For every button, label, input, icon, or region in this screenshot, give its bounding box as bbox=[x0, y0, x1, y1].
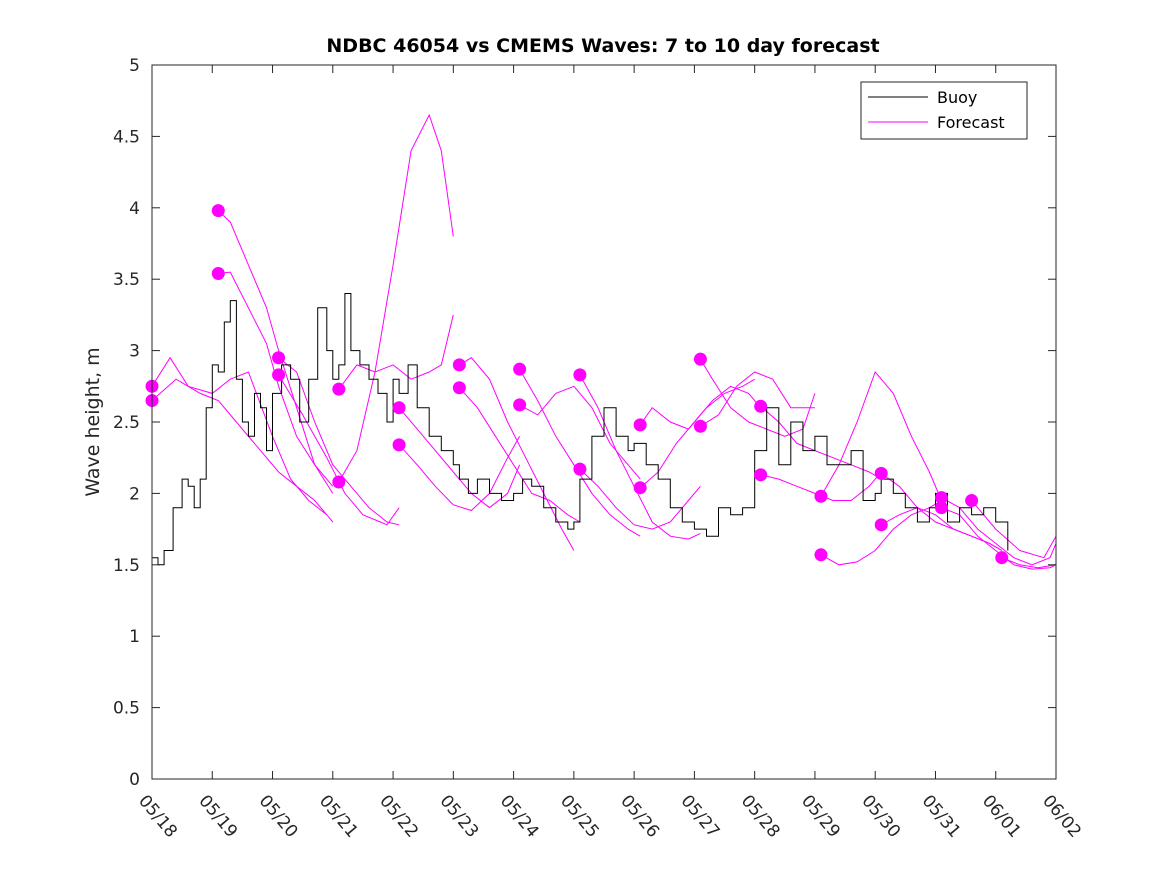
y-tick-label: 2 bbox=[129, 484, 140, 504]
buoy-line bbox=[152, 293, 1009, 566]
legend-forecast-label: Forecast bbox=[937, 113, 1005, 132]
forecast-start-marker-11 bbox=[452, 358, 466, 372]
forecast-line-10 bbox=[398, 436, 521, 512]
y-tick-label: 4.5 bbox=[113, 127, 140, 147]
forecast-start-marker-6 bbox=[272, 368, 286, 382]
forecast-start-marker-24 bbox=[814, 548, 828, 562]
legend-box bbox=[860, 81, 1028, 140]
forecast-start-marker-8 bbox=[332, 382, 346, 396]
y-tick-label: 4 bbox=[129, 199, 140, 219]
forecast-line-21 bbox=[760, 405, 882, 480]
forecast-line-6 bbox=[278, 374, 400, 526]
forecast-start-marker-27 bbox=[934, 491, 948, 505]
y-tick-label: 3.5 bbox=[113, 270, 140, 290]
forecast-line-1 bbox=[151, 356, 334, 523]
y-tick-label: 1.5 bbox=[113, 556, 140, 576]
forecast-line-19 bbox=[699, 358, 816, 437]
chart-title: NDBC 46054 vs CMEMS Waves: 7 to 10 day f… bbox=[326, 35, 879, 57]
y-tick-label: 0.5 bbox=[113, 699, 140, 719]
forecast-line-30 bbox=[971, 500, 1057, 559]
forecast-start-marker-4 bbox=[211, 266, 225, 280]
forecast-line-14 bbox=[519, 385, 641, 480]
forecast-line-7 bbox=[338, 113, 454, 483]
forecast-start-marker-13 bbox=[513, 362, 527, 376]
forecast-start-marker-16 bbox=[573, 462, 587, 476]
forecast-line-27 bbox=[941, 497, 1057, 566]
forecast-line-11 bbox=[459, 357, 575, 551]
forecast-start-marker-26 bbox=[874, 518, 888, 532]
forecast-start-marker-28 bbox=[934, 501, 948, 515]
forecast-start-marker-9 bbox=[392, 401, 406, 415]
y-tick-label: 3 bbox=[129, 342, 140, 362]
forecast-line-23 bbox=[820, 371, 942, 501]
forecast-start-marker-19 bbox=[693, 352, 707, 366]
forecast-start-marker-21 bbox=[754, 399, 768, 413]
forecast-line-18 bbox=[639, 385, 762, 489]
y-tick-label: 5 bbox=[129, 56, 140, 76]
forecast-line-16 bbox=[579, 468, 701, 530]
forecast-start-marker-5 bbox=[272, 351, 286, 365]
forecast-start-marker-25 bbox=[874, 466, 888, 480]
forecast-start-marker-20 bbox=[693, 419, 707, 433]
forecast-start-marker-3 bbox=[211, 204, 225, 218]
forecast-start-marker-10 bbox=[392, 438, 406, 452]
forecast-line-20 bbox=[700, 371, 815, 427]
forecast-start-marker-18 bbox=[633, 481, 647, 495]
y-axis-label: Wave height, m bbox=[82, 347, 104, 496]
forecast-line-29 bbox=[1001, 557, 1057, 569]
y-tick-label: 1 bbox=[129, 627, 140, 647]
y-tick-label: 0 bbox=[129, 770, 140, 790]
forecast-start-marker-14 bbox=[513, 398, 527, 412]
forecast-start-marker-22 bbox=[754, 468, 768, 482]
forecast-start-marker-30 bbox=[965, 494, 979, 508]
buoy-series-line bbox=[152, 293, 1009, 566]
forecast-line-26 bbox=[880, 507, 1003, 551]
forecast-start-marker-17 bbox=[633, 418, 647, 432]
forecast-line-4 bbox=[218, 271, 334, 487]
y-axis-ticks: 0 0.5 1 1.5 2 2.5 3 3.5 4 4.5 5 bbox=[113, 56, 1056, 790]
forecast-start-marker-23 bbox=[814, 489, 828, 503]
legend-buoy-label: Buoy bbox=[937, 88, 977, 107]
forecast-line-3 bbox=[217, 210, 334, 494]
forecast-start-marker-15 bbox=[573, 368, 587, 382]
y-tick-label: 2.5 bbox=[113, 413, 140, 433]
forecast-line-8 bbox=[338, 314, 454, 390]
legend: Buoy Forecast bbox=[860, 81, 1028, 140]
forecast-start-marker-29 bbox=[995, 551, 1009, 565]
forecast-line-24 bbox=[820, 500, 942, 566]
forecast-line-15 bbox=[579, 374, 701, 540]
forecast-start-marker-7 bbox=[332, 475, 346, 489]
forecast-start-marker-12 bbox=[452, 381, 466, 395]
plot-area: 00.511.522.533.544.55 05/18 05/19 05/20 05/… bbox=[113, 56, 1085, 842]
forecast-line-9 bbox=[398, 407, 521, 509]
